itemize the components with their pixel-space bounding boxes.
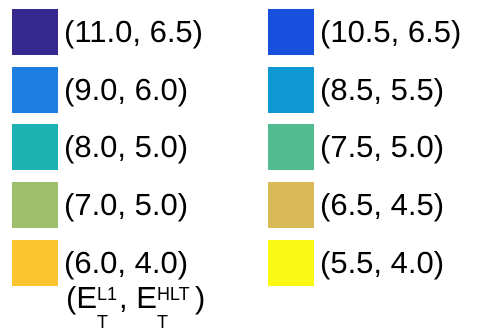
- legend-entry: (7.0, 5.0): [12, 182, 188, 228]
- legend-label: (10.5, 6.5): [320, 9, 461, 55]
- legend-title-scripts-l1: L1 T: [97, 278, 119, 318]
- legend-title-symbol-l1: E: [76, 278, 97, 318]
- legend-title-sub-hlt: T: [157, 302, 168, 336]
- legend-title: (E L1 T, E HLT T): [66, 278, 205, 318]
- legend-title-symbol-hlt: E: [136, 278, 157, 318]
- legend-entry: (6.5, 4.5): [268, 182, 444, 228]
- legend-title-close: ): [195, 280, 205, 315]
- legend-label: (5.5, 4.0): [320, 240, 444, 286]
- legend-swatch: [12, 182, 58, 228]
- legend-swatch: [12, 124, 58, 170]
- legend-swatch: [268, 9, 314, 55]
- legend-swatch: [268, 124, 314, 170]
- legend-swatch: [12, 9, 58, 55]
- legend-label: (9.0, 6.0): [64, 67, 188, 113]
- legend-label: (8.5, 5.5): [320, 67, 444, 113]
- legend-label: (6.5, 4.5): [320, 182, 444, 228]
- legend-swatch: [268, 182, 314, 228]
- legend-entry: (9.0, 6.0): [12, 67, 188, 113]
- legend-entry: (10.5, 6.5): [268, 9, 461, 55]
- legend-entry: (8.0, 5.0): [12, 124, 188, 170]
- legend-swatch: [268, 67, 314, 113]
- legend-swatch: [268, 240, 314, 286]
- legend-title-separator: ,: [119, 280, 136, 315]
- legend-label: (11.0, 6.5): [64, 9, 203, 55]
- legend-swatch: [12, 240, 58, 286]
- legend-title-scripts-hlt: HLT T: [157, 278, 195, 318]
- legend-title-sub-l1: T: [97, 302, 108, 336]
- legend-entry: (7.5, 5.0): [268, 124, 444, 170]
- legend-entry: (5.5, 4.0): [268, 240, 444, 286]
- legend-swatch: [12, 67, 58, 113]
- legend-label: (8.0, 5.0): [64, 124, 188, 170]
- legend-entry: (11.0, 6.5): [12, 9, 203, 55]
- legend-label: (7.0, 5.0): [64, 182, 188, 228]
- legend-entry: (8.5, 5.5): [268, 67, 444, 113]
- legend-label: (7.5, 5.0): [320, 124, 444, 170]
- legend-title-open: (: [66, 280, 76, 315]
